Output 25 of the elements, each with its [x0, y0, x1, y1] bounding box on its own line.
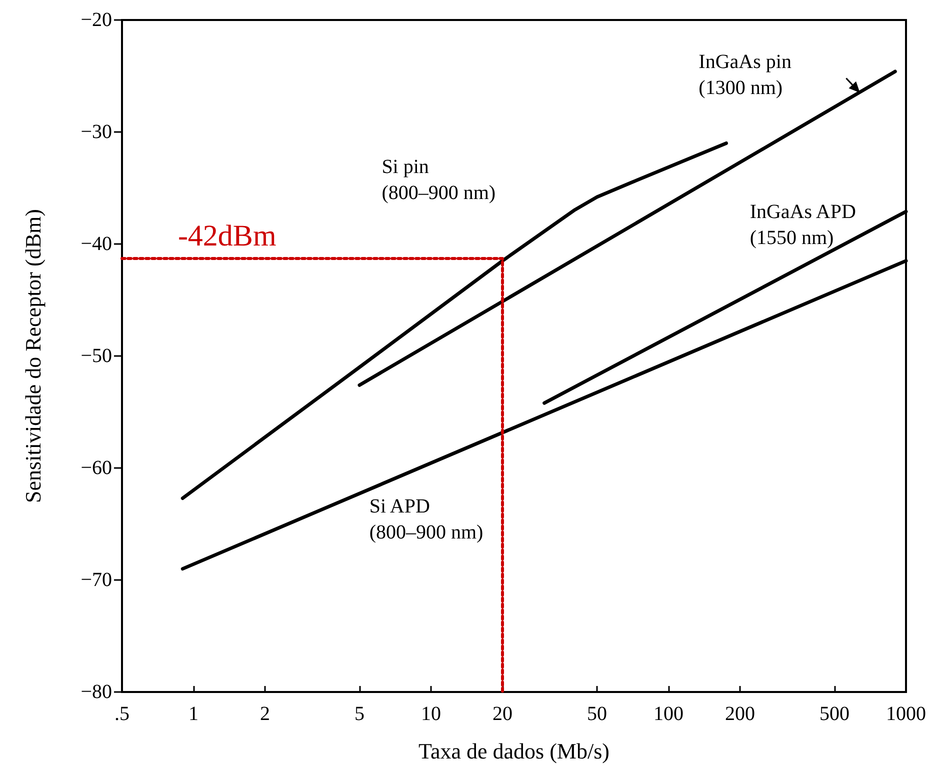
series-label: InGaAs APD (1550 nm): [750, 200, 856, 249]
text: Si pin (800–900 nm): [382, 156, 496, 204]
series-label: Si APD (800–900 nm): [369, 496, 484, 544]
x-tick-label: .5: [114, 703, 130, 725]
x-tick-label: 100: [654, 703, 684, 725]
y-tick-label: −60: [80, 457, 112, 479]
y-axis-title: Sensitividade do Receptor (dBm): [20, 209, 46, 503]
x-tick-label: 50: [587, 703, 608, 725]
y-tick-label: −50: [80, 345, 112, 367]
x-axis-title: Taxa de dados (Mb/s): [418, 738, 610, 764]
x-tick-label: 10: [420, 703, 441, 725]
y-tick-label: −80: [80, 681, 112, 703]
x-tick-label: 2: [260, 703, 270, 725]
x-tick-label: 500: [820, 703, 850, 725]
y-tick-label: −40: [80, 233, 112, 255]
x-tick-label: 1000: [886, 703, 926, 725]
y-tick-label: −20: [80, 9, 112, 31]
series-label: InGaAs pin (1300 nm): [698, 50, 792, 99]
y-tick-label: −30: [80, 121, 112, 143]
y-tick-label: −70: [80, 569, 112, 591]
x-tick-label: 5: [354, 703, 364, 725]
x-tick-label: 20: [492, 703, 512, 725]
x-tick-label: 200: [724, 703, 755, 725]
x-tick-label: 1: [188, 703, 198, 725]
annotation: -42dBm: [178, 220, 276, 253]
